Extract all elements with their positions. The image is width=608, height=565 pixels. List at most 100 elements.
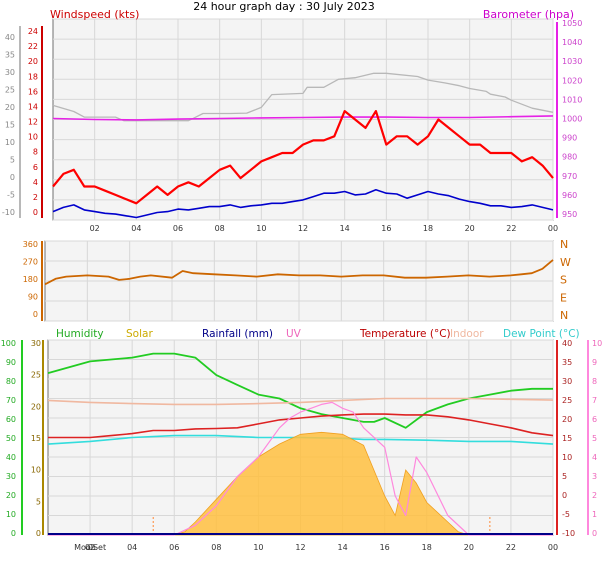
baro-axis-tick: 970	[562, 172, 577, 181]
wind-inner-axis-tick: 8	[33, 148, 38, 157]
solar-x-tick: 08	[211, 543, 221, 552]
wind-x-tick: 14	[340, 224, 350, 233]
solar-x-tick: 10	[253, 543, 263, 552]
series-uv	[48, 401, 553, 536]
wind-outer-axis-tick: 30	[5, 68, 15, 77]
page-title: 24 hour graph day : 30 July 2023	[193, 0, 375, 13]
wind-x-tick: 18	[423, 224, 433, 233]
wind-x-tick: 22	[506, 224, 516, 233]
legend-item: UV	[286, 328, 302, 340]
series-solar	[48, 431, 553, 536]
uv-axis-tick: 6	[592, 415, 597, 424]
solar-axis-tick: 30	[31, 339, 41, 348]
series-barometer	[52, 115, 554, 121]
wind-inner-axis-tick: 22	[28, 42, 38, 51]
legend-item: Rainfall (mm)	[202, 328, 273, 340]
temperature-axis-tick: 5	[562, 472, 567, 481]
uv-axis-tick: 3	[592, 472, 597, 481]
baro-axis-tick: 1010	[562, 95, 582, 104]
wind-inner-axis-tick: 14	[28, 102, 38, 111]
baro-axis-tick: 1040	[562, 38, 582, 47]
uv-axis-tick: 5	[592, 434, 597, 443]
baro-axis-title: Barometer (hpa)	[483, 8, 574, 21]
series-windspeed-gust	[52, 109, 554, 205]
wind-x-tick: 00	[548, 224, 558, 233]
wind-outer-axis-tick: 0	[10, 173, 15, 182]
humidity-axis-tick: 90	[6, 358, 16, 367]
baro-axis-tick: 1050	[562, 19, 582, 28]
solar-x-tick: 18	[422, 543, 432, 552]
compass-axis-tick: N	[560, 238, 568, 251]
wind-x-tick: 02	[90, 224, 100, 233]
direction-axis-tick: 180	[23, 275, 38, 284]
solar-x-tick: 04	[127, 543, 137, 552]
humidity-axis-tick: 0	[11, 529, 16, 538]
temperature-axis-tick: 10	[562, 453, 572, 462]
wind-x-tick: 06	[173, 224, 183, 233]
legend-item: Indoor	[450, 328, 484, 340]
wind-outer-axis-tick: 20	[5, 103, 15, 112]
baro-axis-tick: 1030	[562, 57, 582, 66]
uv-axis-tick: 4	[592, 453, 597, 462]
temperature-axis-tick: -5	[562, 510, 570, 519]
baro-axis-tick: 950	[562, 210, 577, 219]
baro-axis-tick: 990	[562, 134, 577, 143]
solar-x-tick: 02	[85, 543, 95, 552]
wind-outer-axis-tick: 10	[5, 138, 15, 147]
direction-axis-tick: 270	[23, 258, 38, 267]
wind-inner-axis-tick: 4	[33, 178, 38, 187]
wind-x-tick: 10	[256, 224, 266, 233]
wind-outer-axis-tick: 15	[5, 121, 15, 130]
temperature-axis-tick: 35	[562, 358, 572, 367]
solar-x-tick: 06	[169, 543, 179, 552]
solar-x-tick: 16	[380, 543, 390, 552]
solar-x-tick: 22	[506, 543, 516, 552]
temperature-axis-tick: -10	[562, 529, 575, 538]
uv-axis-tick: 9	[592, 358, 597, 367]
direction-axis-tick: 90	[28, 293, 38, 302]
wind-x-tick: 04	[131, 224, 141, 233]
wind-x-tick: 20	[465, 224, 475, 233]
humidity-axis-tick: 60	[6, 415, 16, 424]
legend-item: Dew Point (°C)	[503, 328, 580, 340]
uv-axis-tick: 0	[592, 529, 597, 538]
baro-axis-tick: 960	[562, 191, 577, 200]
wind-inner-axis-tick: 24	[28, 27, 38, 36]
solar-x-tick: 14	[337, 543, 347, 552]
moon-tick: Moon	[74, 543, 96, 552]
direction-axis-tick: 0	[33, 310, 38, 319]
humidity-axis-tick: 40	[6, 453, 16, 462]
solar-axis-tick: 5	[36, 497, 41, 506]
wind-outer-axis-tick: 40	[5, 33, 15, 42]
temperature-axis-tick: 15	[562, 434, 572, 443]
compass-axis-tick: W	[560, 256, 571, 269]
uv-axis-tick: 1	[592, 510, 597, 519]
wind-inner-axis-tick: 16	[28, 87, 38, 96]
direction-axis-tick: 360	[23, 240, 38, 249]
humidity-axis-tick: 70	[6, 396, 16, 405]
baro-axis-tick: 980	[562, 153, 577, 162]
wind-outer-axis-tick: -10	[2, 208, 15, 217]
solar-axis-tick: 25	[31, 371, 41, 380]
legend-item: Humidity	[56, 328, 104, 340]
wind-axis-title: Windspeed (kts)	[50, 8, 139, 21]
solar-x-tick: 12	[295, 543, 305, 552]
legend-item: Solar	[126, 328, 153, 340]
uv-axis-tick: 7	[592, 396, 597, 405]
humidity-axis-tick: 10	[6, 510, 16, 519]
humidity-axis-tick: 30	[6, 472, 16, 481]
solar-axis-tick: 20	[31, 402, 41, 411]
solar-axis-tick: 15	[31, 434, 41, 443]
legend-item: Temperature (°C)	[359, 328, 451, 340]
wind-outer-axis-tick: 25	[5, 86, 15, 95]
temperature-axis-tick: 0	[562, 491, 567, 500]
wind-inner-axis-tick: 10	[28, 133, 38, 142]
temperature-axis-tick: 25	[562, 396, 572, 405]
wind-outer-axis-tick: 35	[5, 51, 15, 60]
solar-x-tick: 20	[464, 543, 474, 552]
temperature-axis-tick: 40	[562, 339, 572, 348]
compass-axis-tick: S	[560, 274, 567, 287]
humidity-axis-tick: 50	[6, 434, 16, 443]
